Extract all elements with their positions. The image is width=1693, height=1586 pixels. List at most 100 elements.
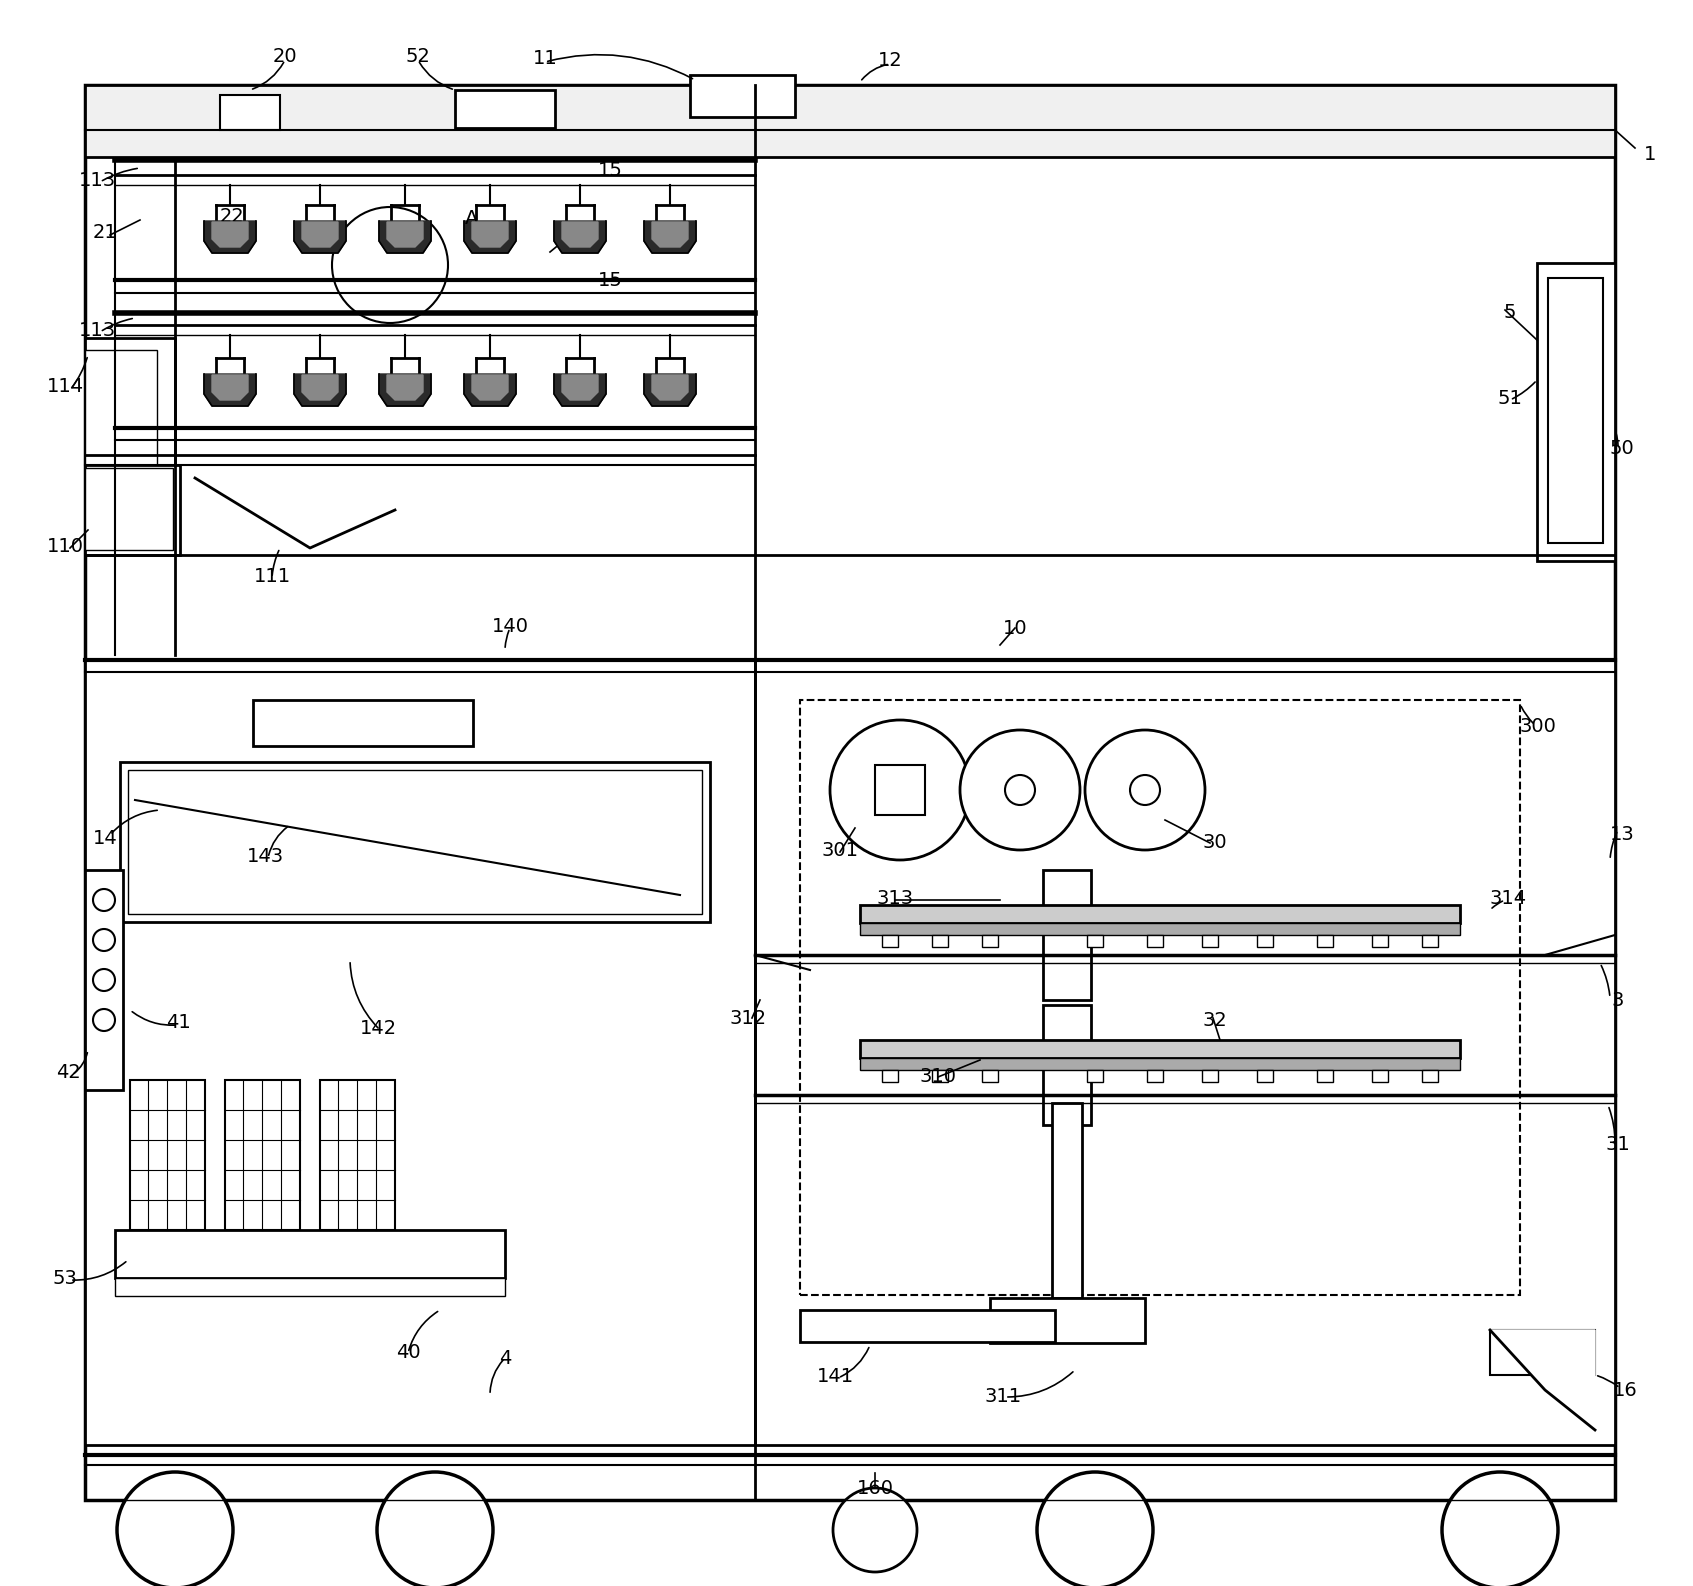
Bar xyxy=(875,764,924,815)
Bar xyxy=(933,936,948,947)
Bar xyxy=(85,351,157,490)
Text: 5: 5 xyxy=(1503,303,1517,322)
Text: 314: 314 xyxy=(1490,888,1527,907)
Polygon shape xyxy=(379,374,432,406)
Bar xyxy=(1422,1071,1437,1082)
Text: 53: 53 xyxy=(52,1269,78,1288)
Circle shape xyxy=(1038,1472,1153,1586)
Text: 30: 30 xyxy=(1202,834,1227,853)
Bar xyxy=(1087,936,1104,947)
Bar xyxy=(85,468,173,550)
Bar xyxy=(1547,278,1603,542)
Text: 12: 12 xyxy=(877,51,902,70)
Bar xyxy=(85,86,1615,157)
Bar xyxy=(320,1080,394,1231)
Text: 143: 143 xyxy=(247,847,283,866)
Bar xyxy=(115,1278,505,1296)
Bar xyxy=(129,769,703,914)
Circle shape xyxy=(830,720,970,860)
Bar xyxy=(1317,1071,1332,1082)
Bar xyxy=(982,936,997,947)
Bar xyxy=(1256,936,1273,947)
Text: 31: 31 xyxy=(1605,1136,1630,1155)
Polygon shape xyxy=(301,222,339,247)
Bar xyxy=(1146,1071,1163,1082)
Circle shape xyxy=(93,890,115,910)
Polygon shape xyxy=(554,374,606,406)
Circle shape xyxy=(93,969,115,991)
Bar xyxy=(1317,936,1332,947)
Bar xyxy=(120,761,709,921)
Text: 20: 20 xyxy=(273,46,298,65)
Polygon shape xyxy=(301,374,339,400)
Polygon shape xyxy=(554,220,606,254)
Polygon shape xyxy=(379,220,432,254)
Text: 52: 52 xyxy=(406,46,430,65)
Bar xyxy=(860,906,1459,923)
Text: 42: 42 xyxy=(56,1064,80,1083)
Bar xyxy=(1256,1071,1273,1082)
Polygon shape xyxy=(212,374,247,400)
Text: 140: 140 xyxy=(491,617,528,636)
Circle shape xyxy=(117,1472,234,1586)
Text: 22: 22 xyxy=(220,206,244,225)
Bar xyxy=(85,338,174,503)
Polygon shape xyxy=(472,222,508,247)
Text: 51: 51 xyxy=(1498,389,1522,408)
Polygon shape xyxy=(295,220,345,254)
Polygon shape xyxy=(562,374,598,400)
Bar xyxy=(1422,936,1437,947)
Bar xyxy=(982,1071,997,1082)
Circle shape xyxy=(93,929,115,952)
Bar xyxy=(1371,936,1388,947)
Polygon shape xyxy=(464,374,516,406)
Bar xyxy=(252,699,472,745)
Text: 2: 2 xyxy=(576,230,587,249)
Polygon shape xyxy=(562,222,598,247)
Polygon shape xyxy=(1490,1331,1595,1431)
Bar xyxy=(801,699,1520,1296)
Text: 10: 10 xyxy=(1002,619,1028,638)
Bar xyxy=(1087,1071,1104,1082)
Polygon shape xyxy=(203,220,256,254)
Text: 3: 3 xyxy=(1612,991,1624,1010)
Text: 114: 114 xyxy=(46,376,83,395)
Text: 113: 113 xyxy=(78,320,115,339)
Text: 4: 4 xyxy=(499,1348,511,1367)
Text: 160: 160 xyxy=(857,1478,894,1497)
Circle shape xyxy=(93,1009,115,1031)
Bar xyxy=(882,936,897,947)
Text: 15: 15 xyxy=(598,162,623,181)
Bar xyxy=(130,1080,205,1231)
Bar xyxy=(1043,871,1090,1001)
Text: 16: 16 xyxy=(1613,1380,1637,1399)
Text: 301: 301 xyxy=(821,841,858,860)
Circle shape xyxy=(1442,1472,1558,1586)
Bar xyxy=(801,1310,1055,1342)
Bar xyxy=(990,1297,1144,1343)
Bar xyxy=(1371,1071,1388,1082)
Text: 111: 111 xyxy=(254,566,291,585)
Bar xyxy=(1051,1102,1082,1297)
Circle shape xyxy=(332,208,449,324)
Polygon shape xyxy=(472,374,508,400)
Text: 21: 21 xyxy=(93,224,117,243)
Text: A: A xyxy=(466,208,479,227)
Text: 15: 15 xyxy=(598,271,623,290)
Text: 313: 313 xyxy=(877,888,914,907)
Text: 310: 310 xyxy=(919,1066,957,1085)
Bar xyxy=(1146,936,1163,947)
Polygon shape xyxy=(195,477,394,549)
Text: 11: 11 xyxy=(533,49,557,68)
Text: 110: 110 xyxy=(46,536,83,555)
Bar xyxy=(691,75,796,117)
Polygon shape xyxy=(652,374,687,400)
Text: 141: 141 xyxy=(816,1367,853,1386)
Circle shape xyxy=(378,1472,493,1586)
Text: 41: 41 xyxy=(166,1013,190,1032)
Bar xyxy=(220,95,279,130)
Bar xyxy=(85,86,1615,1500)
Bar xyxy=(455,90,555,128)
Circle shape xyxy=(1085,730,1205,850)
Circle shape xyxy=(833,1488,918,1572)
